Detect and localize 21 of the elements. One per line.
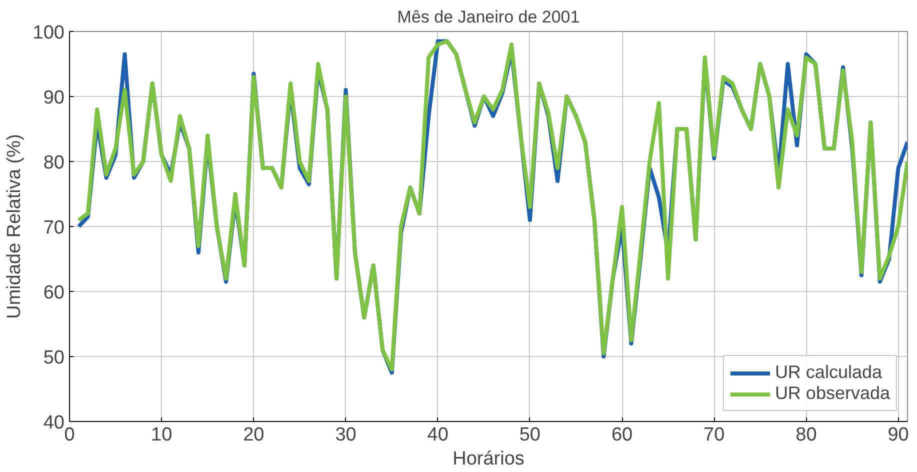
x-tick-label: 30 bbox=[335, 424, 356, 446]
y-tick-label: 60 bbox=[43, 282, 65, 304]
legend-label: UR observada bbox=[774, 383, 890, 404]
x-tick-label: 80 bbox=[796, 424, 817, 446]
legend-label: UR calculada bbox=[774, 362, 882, 383]
y-tick-label: 50 bbox=[43, 348, 65, 368]
x-tick-label: 50 bbox=[519, 424, 541, 446]
x-tick-label: 20 bbox=[243, 424, 264, 446]
x-tick-label: 60 bbox=[611, 424, 633, 446]
x-tick-label: 40 bbox=[427, 424, 448, 446]
chart-title: Mês de Janeiro de 2001 bbox=[397, 8, 580, 26]
x-axis-title: Horários bbox=[452, 448, 524, 470]
x-tick-label: 70 bbox=[704, 424, 725, 446]
y-axis-title: Umidade Relativa (%) bbox=[4, 134, 25, 319]
y-tick-label: 70 bbox=[43, 218, 65, 238]
y-tick-label: 80 bbox=[43, 152, 65, 174]
x-tick-label: 0 bbox=[64, 424, 75, 446]
y-tick-label: 100 bbox=[32, 22, 64, 44]
y-tick-label: 90 bbox=[43, 88, 65, 108]
x-tick-label: 10 bbox=[151, 424, 172, 446]
x-tick-label: 90 bbox=[888, 424, 909, 446]
